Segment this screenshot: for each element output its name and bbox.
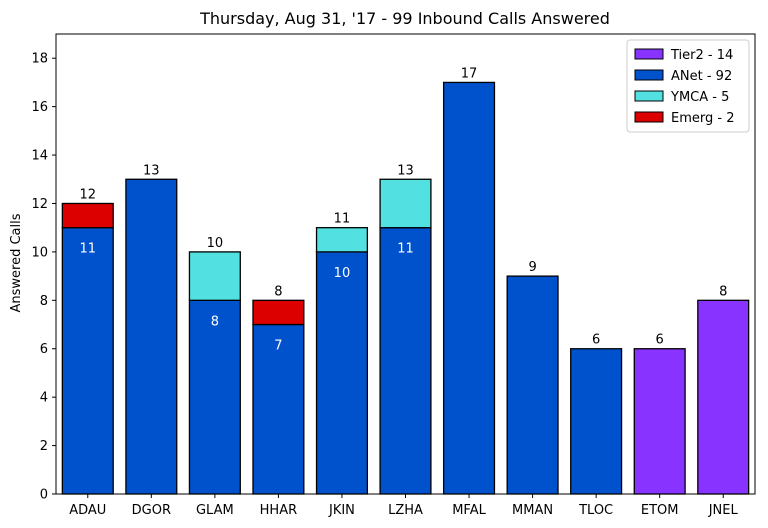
- legend-entry-label: Tier2 - 14: [670, 48, 733, 63]
- bar-total-label: 17: [461, 66, 478, 81]
- bar-segment: [125, 178, 178, 495]
- bar-segment: [506, 275, 559, 495]
- legend: Tier2 - 14 ANet - 92 YMCA - 5 Emerg - 2: [626, 39, 750, 133]
- y-tick-label: 4: [40, 391, 48, 406]
- y-tick-label: 10: [31, 245, 48, 260]
- bar-segment: [442, 81, 496, 495]
- x-tick-label: JKIN: [328, 503, 355, 518]
- chart-title: Thursday, Aug 31, '17 - 99 Inbound Calls…: [199, 9, 610, 28]
- y-axis-label: Answered Calls: [9, 213, 24, 312]
- bar-segment: [252, 323, 305, 495]
- data-labels-layer: 12 11 13 10 8 8 7 11 10 13 11 17 9 6 6 8: [79, 66, 727, 353]
- legend-entry-label: YMCA - 5: [670, 90, 729, 105]
- bar-segment: [315, 227, 369, 253]
- bars-layer: [61, 81, 750, 495]
- bar-inner-label: 7: [274, 339, 282, 354]
- x-tick-label: ETOM: [641, 503, 679, 518]
- y-tick-label: 18: [31, 52, 48, 67]
- legend-box: [626, 39, 750, 133]
- x-tick-label: ADAU: [69, 503, 106, 518]
- y-tick-label: 6: [40, 342, 48, 357]
- y-axis-ticks: 0 2 4 6 8 10 12 14 16 18: [31, 52, 56, 503]
- x-tick-label: MFAL: [452, 503, 486, 518]
- bar-total-label: 12: [79, 187, 96, 202]
- legend-swatch: [634, 90, 664, 102]
- x-tick-label: MMAN: [512, 503, 553, 518]
- bar-total-label: 13: [397, 163, 414, 178]
- x-axis-ticks: ADAU DGOR GLAM HHAR JKIN LZHA MFAL MMAN TLOC ETOM…: [69, 494, 738, 518]
- bar-segment: [188, 251, 241, 301]
- x-tick-label: GLAM: [196, 503, 234, 518]
- x-tick-label: TLOC: [578, 503, 613, 518]
- y-tick-label: 16: [31, 100, 48, 115]
- bar-total-label: 9: [528, 260, 536, 275]
- legend-entry-label: Emerg - 2: [671, 111, 734, 126]
- bar-segment: [315, 251, 369, 495]
- bar-inner-label: 10: [334, 266, 351, 281]
- legend-swatch: [634, 111, 664, 123]
- bar-segment: [570, 348, 623, 495]
- bar-total-label: 11: [334, 212, 351, 227]
- y-tick-label: 0: [40, 488, 48, 503]
- bar-segment: [633, 348, 686, 495]
- y-tick-label: 14: [31, 149, 48, 164]
- x-tick-label: DGOR: [132, 503, 171, 518]
- bar-segment: [697, 299, 750, 495]
- bar-total-label: 10: [207, 236, 224, 251]
- y-tick-label: 8: [40, 294, 48, 309]
- legend-entry-label: ANet - 92: [671, 69, 732, 84]
- bar-segment: [188, 299, 241, 495]
- bar-inner-label: 8: [211, 314, 219, 329]
- bar-segment: [61, 202, 114, 229]
- bar-segment: [379, 178, 432, 229]
- bar-inner-label: 11: [397, 242, 414, 257]
- y-tick-label: 12: [31, 197, 48, 212]
- y-tick-label: 2: [40, 439, 48, 454]
- x-tick-label: HHAR: [260, 503, 297, 518]
- x-tick-label: JNEL: [708, 503, 739, 518]
- legend-swatch: [634, 48, 664, 60]
- legend-swatch: [634, 69, 664, 81]
- bar-total-label: 13: [143, 163, 160, 178]
- bar-total-label: 8: [719, 284, 727, 299]
- plot-frame: [55, 33, 756, 495]
- bar-total-label: 8: [274, 284, 282, 299]
- bar-total-label: 6: [656, 333, 664, 348]
- bar-segment: [252, 299, 305, 326]
- x-tick-label: LZHA: [388, 503, 423, 518]
- bar-total-label: 6: [592, 333, 600, 348]
- bar-segment: [61, 227, 114, 495]
- bar-inner-label: 11: [79, 242, 96, 257]
- bar-segment: [379, 227, 432, 495]
